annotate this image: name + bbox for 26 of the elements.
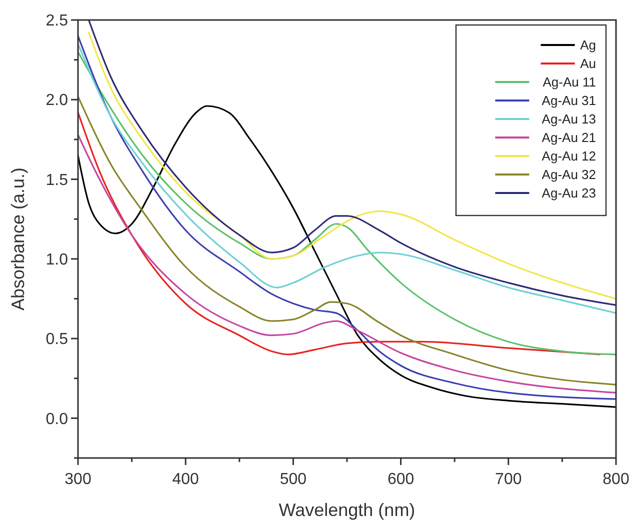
x-tick-label: 300 [64,471,92,488]
text: 2.0 [46,92,68,110]
line-series [78,51,616,356]
text: 0.0 [46,410,68,428]
legend-label: Ag-Au 32 [542,167,596,182]
line-series [78,35,616,400]
legend-label: Ag-Au 11 [542,74,596,90]
x-tick-label: 700 [495,471,522,488]
x-tick-label: 500 [280,471,307,488]
y-tick-label: 1.5 [46,172,68,189]
legend-label: Ag-Au 23 [542,186,596,201]
legend-label: Au [580,56,596,72]
y-tick-label: 0.5 [46,331,68,348]
x-tick-label: 800 [602,471,630,488]
x-axis-title: Wavelength (nm) [278,500,416,520]
y-axis-title: Absorbance (a.u.) [8,167,28,311]
legend-label: Ag-Au 13 [542,112,596,127]
x-tick-label: 400 [172,471,200,488]
x-tick-label: 600 [387,471,414,488]
legend-label: Ag [580,38,596,53]
legend-label: Ag-Au 12 [542,148,596,164]
y-tick-label: 2.5 [46,12,68,30]
text: 1.0 [46,252,68,269]
legend-label: Ag-Au 21 [542,130,596,146]
line-series [78,112,601,356]
legend-label: Ag-Au 31 [542,93,596,108]
